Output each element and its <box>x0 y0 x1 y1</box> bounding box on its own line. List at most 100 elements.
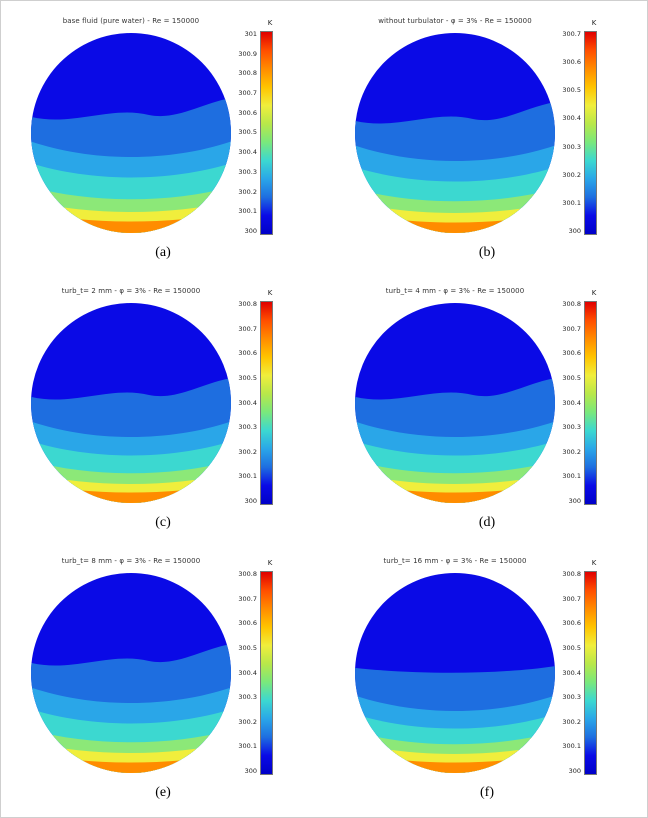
colorbar-tick-label: 300.1 <box>238 742 257 751</box>
colorbar-tick-label: 300.8 <box>562 300 581 308</box>
contour-panel-a: base fluid (pure water) - Re = 150000 K … <box>1 5 325 275</box>
colorbar: K 300.7 300.6 300.5 300.4 300.3 300.2 300.1 300 <box>557 19 615 235</box>
colorbar-tick-label: 300 <box>568 226 581 235</box>
colorbar-tick-labels: 300.8 300.7 300.6 300.5 300.4 300.3 300.2 300.1… <box>557 301 584 505</box>
colorbar-unit-label: K <box>267 559 273 567</box>
colorbar-tick-label: 300.6 <box>238 619 257 628</box>
colorbar-tick-label: 300.7 <box>238 324 257 333</box>
colorbar-tick-label: 300.4 <box>562 114 581 123</box>
colorbar-tick-label: 301 <box>244 30 257 38</box>
colorbar-tick-label: 300.5 <box>562 373 581 382</box>
colorbar-tick-label: 300 <box>244 497 257 505</box>
panel-title: turb_t= 8 mm - φ = 3% - Re = 150000 <box>61 557 201 565</box>
colorbar-tick-label: 300.4 <box>238 148 257 157</box>
colorbar-tick-label: 300.2 <box>238 187 257 196</box>
colorbar-tick-label: 300.2 <box>238 717 257 726</box>
colorbar-tick-label: 300.1 <box>562 742 581 751</box>
panel-caption: (c) <box>155 515 171 530</box>
colorbar: K 300.8 300.7 300.6 300.5 300.4 300.3 300.2 300… <box>557 289 615 505</box>
colorbar-gradient <box>260 301 273 505</box>
colorbar-tick-labels: 300.8 300.7 300.6 300.5 300.4 300.3 300.2 300.1… <box>233 571 260 775</box>
panel-caption: (f) <box>480 785 494 800</box>
colorbar-tick-label: 300.6 <box>238 108 257 117</box>
panel-title: without turbulator - φ = 3% - Re = 15000… <box>378 17 532 25</box>
temperature-contour-plot <box>31 573 231 773</box>
colorbar-tick-label: 300.6 <box>562 619 581 628</box>
colorbar-unit-label: K <box>591 19 597 27</box>
colorbar-tick-labels: 301 300.9 300.8 300.7 300.6 300.5 300.4 300.3 30… <box>233 31 260 235</box>
colorbar-tick-label: 300.6 <box>562 349 581 358</box>
colorbar-tick-label: 300.5 <box>562 86 581 95</box>
colorbar-gradient <box>584 301 597 505</box>
colorbar-tick-label: 300.6 <box>238 349 257 358</box>
panel-caption: (a) <box>155 245 171 260</box>
colorbar-tick-label: 300 <box>244 226 257 235</box>
panel-title: base fluid (pure water) - Re = 150000 <box>62 17 200 25</box>
colorbar: K 300.8 300.7 300.6 300.5 300.4 300.3 300.2 300… <box>233 289 291 505</box>
colorbar-tick-label: 300.3 <box>562 693 581 702</box>
colorbar-tick-label: 300.2 <box>562 170 581 179</box>
colorbar-unit-label: K <box>591 559 597 567</box>
panel-title: turb_t= 16 mm - φ = 3% - Re = 150000 <box>383 557 527 565</box>
colorbar-tick-label: 300.7 <box>562 594 581 603</box>
colorbar-tick-label: 300.5 <box>562 643 581 652</box>
colorbar-tick-labels: 300.8 300.7 300.6 300.5 300.4 300.3 300.2 300.1… <box>557 571 584 775</box>
contour-panel-d: turb_t= 4 mm - φ = 3% - Re = 150000 K 30… <box>325 275 648 545</box>
colorbar-tick-label: 300.3 <box>562 142 581 151</box>
colorbar-tick-labels: 300.8 300.7 300.6 300.5 300.4 300.3 300.2 300.1… <box>233 301 260 505</box>
contour-panel-c: turb_t= 2 mm - φ = 3% - Re = 150000 K 30… <box>1 275 325 545</box>
colorbar-gradient <box>584 571 597 775</box>
colorbar-tick-label: 300.2 <box>562 447 581 456</box>
colorbar: K 301 300.9 300.8 300.7 300.6 300.5 300.4 300.3… <box>233 19 291 235</box>
colorbar-tick-label: 300.8 <box>562 570 581 578</box>
temperature-contour-plot <box>31 303 231 503</box>
colorbar-tick-label: 300 <box>568 497 581 505</box>
colorbar-tick-label: 300.8 <box>238 570 257 578</box>
colorbar-tick-label: 300.8 <box>238 69 257 78</box>
colorbar-tick-label: 300.6 <box>562 58 581 67</box>
panel-title: turb_t= 4 mm - φ = 3% - Re = 150000 <box>385 287 525 295</box>
colorbar-tick-label: 300.3 <box>238 693 257 702</box>
colorbar-unit-label: K <box>267 289 273 297</box>
colorbar-tick-label: 300.7 <box>562 324 581 333</box>
colorbar-tick-label: 300.7 <box>238 594 257 603</box>
temperature-contour-plot <box>355 303 555 503</box>
colorbar-unit-label: K <box>591 289 597 297</box>
contour-panel-e: turb_t= 8 mm - φ = 3% - Re = 150000 K 30… <box>1 545 325 815</box>
colorbar-tick-label: 300.3 <box>238 423 257 432</box>
colorbar-tick-labels: 300.7 300.6 300.5 300.4 300.3 300.2 300.1 300 <box>557 31 584 235</box>
contour-panel-b: without turbulator - φ = 3% - Re = 15000… <box>325 5 648 275</box>
colorbar-tick-label: 300.3 <box>562 423 581 432</box>
panel-caption: (d) <box>478 515 496 530</box>
temperature-contour-plot <box>355 573 555 773</box>
panel-caption: (e) <box>155 785 171 800</box>
colorbar-tick-label: 300.5 <box>238 373 257 382</box>
colorbar-tick-label: 300.2 <box>238 447 257 456</box>
colorbar-tick-label: 300.4 <box>562 668 581 677</box>
colorbar-tick-label: 300.4 <box>238 668 257 677</box>
colorbar-tick-label: 300.7 <box>238 89 257 98</box>
colorbar-gradient <box>260 31 273 235</box>
panel-title: turb_t= 2 mm - φ = 3% - Re = 150000 <box>61 287 201 295</box>
colorbar-tick-label: 300.8 <box>238 300 257 308</box>
temperature-contour-plot <box>355 33 555 233</box>
colorbar-tick-label: 300.1 <box>562 198 581 207</box>
colorbar: K 300.8 300.7 300.6 300.5 300.4 300.3 300.2 300… <box>557 559 615 775</box>
colorbar-tick-label: 300.4 <box>562 398 581 407</box>
colorbar-tick-label: 300.7 <box>562 30 581 38</box>
colorbar-tick-label: 300.1 <box>238 472 257 481</box>
colorbar-tick-label: 300.1 <box>562 472 581 481</box>
colorbar-tick-label: 300.5 <box>238 128 257 137</box>
temperature-contour-plot <box>31 33 231 233</box>
colorbar-tick-label: 300 <box>244 767 257 775</box>
colorbar-gradient <box>260 571 273 775</box>
colorbar: K 300.8 300.7 300.6 300.5 300.4 300.3 300.2 300… <box>233 559 291 775</box>
panel-caption: (b) <box>478 245 496 260</box>
colorbar-tick-label: 300.1 <box>238 207 257 216</box>
colorbar-tick-label: 300.9 <box>238 49 257 58</box>
colorbar-tick-label: 300.3 <box>238 167 257 176</box>
colorbar-tick-label: 300.2 <box>562 717 581 726</box>
colorbar-unit-label: K <box>267 19 273 27</box>
colorbar-tick-label: 300.4 <box>238 398 257 407</box>
